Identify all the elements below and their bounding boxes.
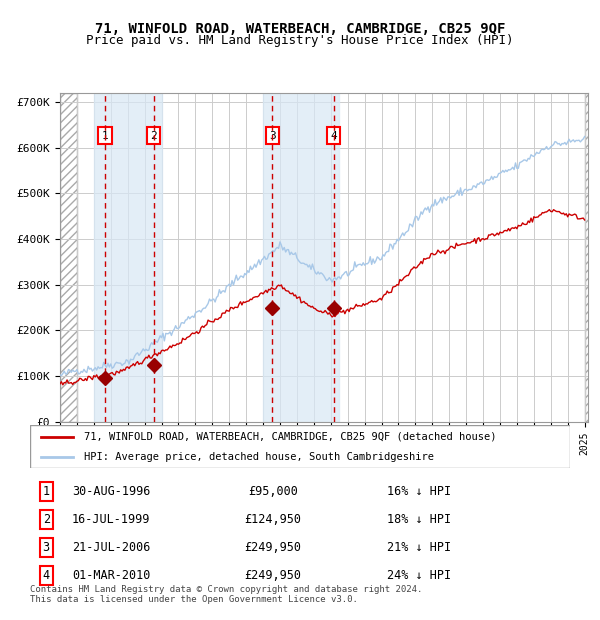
Text: Price paid vs. HM Land Registry's House Price Index (HPI): Price paid vs. HM Land Registry's House … bbox=[86, 34, 514, 47]
Bar bbox=[94, 93, 161, 422]
Text: 18% ↓ HPI: 18% ↓ HPI bbox=[387, 513, 451, 526]
FancyBboxPatch shape bbox=[30, 425, 570, 468]
Text: 21-JUL-2006: 21-JUL-2006 bbox=[72, 541, 150, 554]
Text: £124,950: £124,950 bbox=[245, 513, 302, 526]
Text: 1: 1 bbox=[101, 131, 109, 141]
Text: 16% ↓ HPI: 16% ↓ HPI bbox=[387, 485, 451, 498]
Text: 30-AUG-1996: 30-AUG-1996 bbox=[72, 485, 150, 498]
Text: 2: 2 bbox=[43, 513, 50, 526]
Text: 21% ↓ HPI: 21% ↓ HPI bbox=[387, 541, 451, 554]
Text: £249,950: £249,950 bbox=[245, 569, 302, 582]
Bar bbox=[584, 93, 600, 422]
Text: 71, WINFOLD ROAD, WATERBEACH, CAMBRIDGE, CB25 9QF (detached house): 71, WINFOLD ROAD, WATERBEACH, CAMBRIDGE,… bbox=[84, 432, 497, 442]
Text: HPI: Average price, detached house, South Cambridgeshire: HPI: Average price, detached house, Sout… bbox=[84, 452, 434, 463]
Text: 3: 3 bbox=[43, 541, 50, 554]
Text: 4: 4 bbox=[43, 569, 50, 582]
Text: £249,950: £249,950 bbox=[245, 541, 302, 554]
Text: 24% ↓ HPI: 24% ↓ HPI bbox=[387, 569, 451, 582]
Text: 1: 1 bbox=[43, 485, 50, 498]
Text: £95,000: £95,000 bbox=[248, 485, 298, 498]
Text: 2: 2 bbox=[151, 131, 157, 141]
Text: Contains HM Land Registry data © Crown copyright and database right 2024.
This d: Contains HM Land Registry data © Crown c… bbox=[30, 585, 422, 604]
Text: 16-JUL-1999: 16-JUL-1999 bbox=[72, 513, 150, 526]
Bar bbox=[60, 93, 77, 422]
Text: 3: 3 bbox=[269, 131, 276, 141]
Text: 01-MAR-2010: 01-MAR-2010 bbox=[72, 569, 150, 582]
Text: 4: 4 bbox=[330, 131, 337, 141]
Bar bbox=[263, 93, 339, 422]
Text: 71, WINFOLD ROAD, WATERBEACH, CAMBRIDGE, CB25 9QF: 71, WINFOLD ROAD, WATERBEACH, CAMBRIDGE,… bbox=[95, 22, 505, 36]
Bar bbox=[60, 93, 77, 422]
